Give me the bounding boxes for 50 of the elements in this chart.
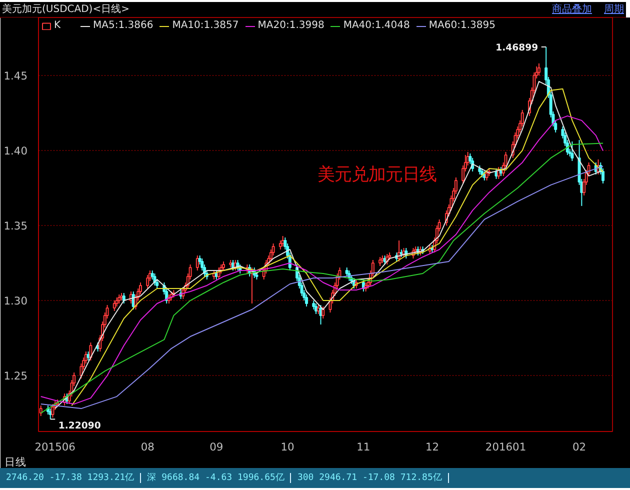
text: 深 9668.84 -4.63 1996.65亿 <box>141 473 292 483</box>
legend-label: MA20:1.3998 <box>258 20 324 31</box>
y-tick-label: 1.30 <box>4 294 28 308</box>
y-tick-label: 1.45 <box>4 69 28 82</box>
candlestick <box>115 297 118 308</box>
y-tick-label: 1.40 <box>4 144 28 158</box>
y-tick-label: 1.35 <box>4 219 28 232</box>
x-tick-label: 10 <box>280 440 295 454</box>
candlestick <box>480 168 484 178</box>
text: 商品叠加 <box>552 4 592 15</box>
candlestick <box>570 140 574 162</box>
candlestick <box>322 306 325 320</box>
text: 日线 <box>4 456 26 468</box>
annotation: 美元兑加元日线 <box>318 164 437 185</box>
x-tick-label: 201506 <box>34 440 76 454</box>
candlestick <box>305 294 308 308</box>
candlestick <box>222 260 226 271</box>
candlestick <box>485 169 488 181</box>
x-tick-label: 08 <box>140 440 155 454</box>
candlestick <box>345 266 348 277</box>
candlestick <box>478 164 482 175</box>
candlestick <box>314 303 318 315</box>
candlestick <box>112 300 116 312</box>
candlestick <box>378 256 382 266</box>
candlestick <box>118 294 121 304</box>
chart-title: 美元加元(USDCAD)<日线> <box>2 2 130 17</box>
legend-label: K <box>54 20 62 31</box>
candlestick <box>214 270 218 280</box>
candlestick <box>146 274 150 289</box>
candlestick <box>312 300 316 310</box>
candlestick <box>278 240 282 250</box>
x-tick-label: 12 <box>425 440 440 454</box>
candlestick <box>196 254 199 271</box>
x-tick-label: 02 <box>572 440 586 454</box>
legend-label: MA40:1.4048 <box>343 20 410 31</box>
text: 300 2946.71 -17.08 712.85亿 <box>291 473 449 483</box>
x-tick-label: 11 <box>356 440 370 454</box>
x-tick-label: 09 <box>210 440 224 454</box>
candlestick <box>51 404 54 418</box>
annotation: 1.46899 <box>496 42 538 54</box>
annotation: 1.22090 <box>58 420 102 432</box>
text: 2746.20 -17.38 1293.21亿 <box>0 473 142 483</box>
y-tick-label: 1.25 <box>4 370 28 383</box>
legend-label: MA5:1.3866 <box>93 20 154 31</box>
candlestick <box>537 62 540 76</box>
text: 周期 <box>604 4 624 15</box>
legend-label: MA10:1.3857 <box>172 20 239 31</box>
legend-label: MA60:1.3895 <box>428 20 496 31</box>
candlestick <box>89 342 92 362</box>
x-tick-label: 201601 <box>485 440 526 454</box>
